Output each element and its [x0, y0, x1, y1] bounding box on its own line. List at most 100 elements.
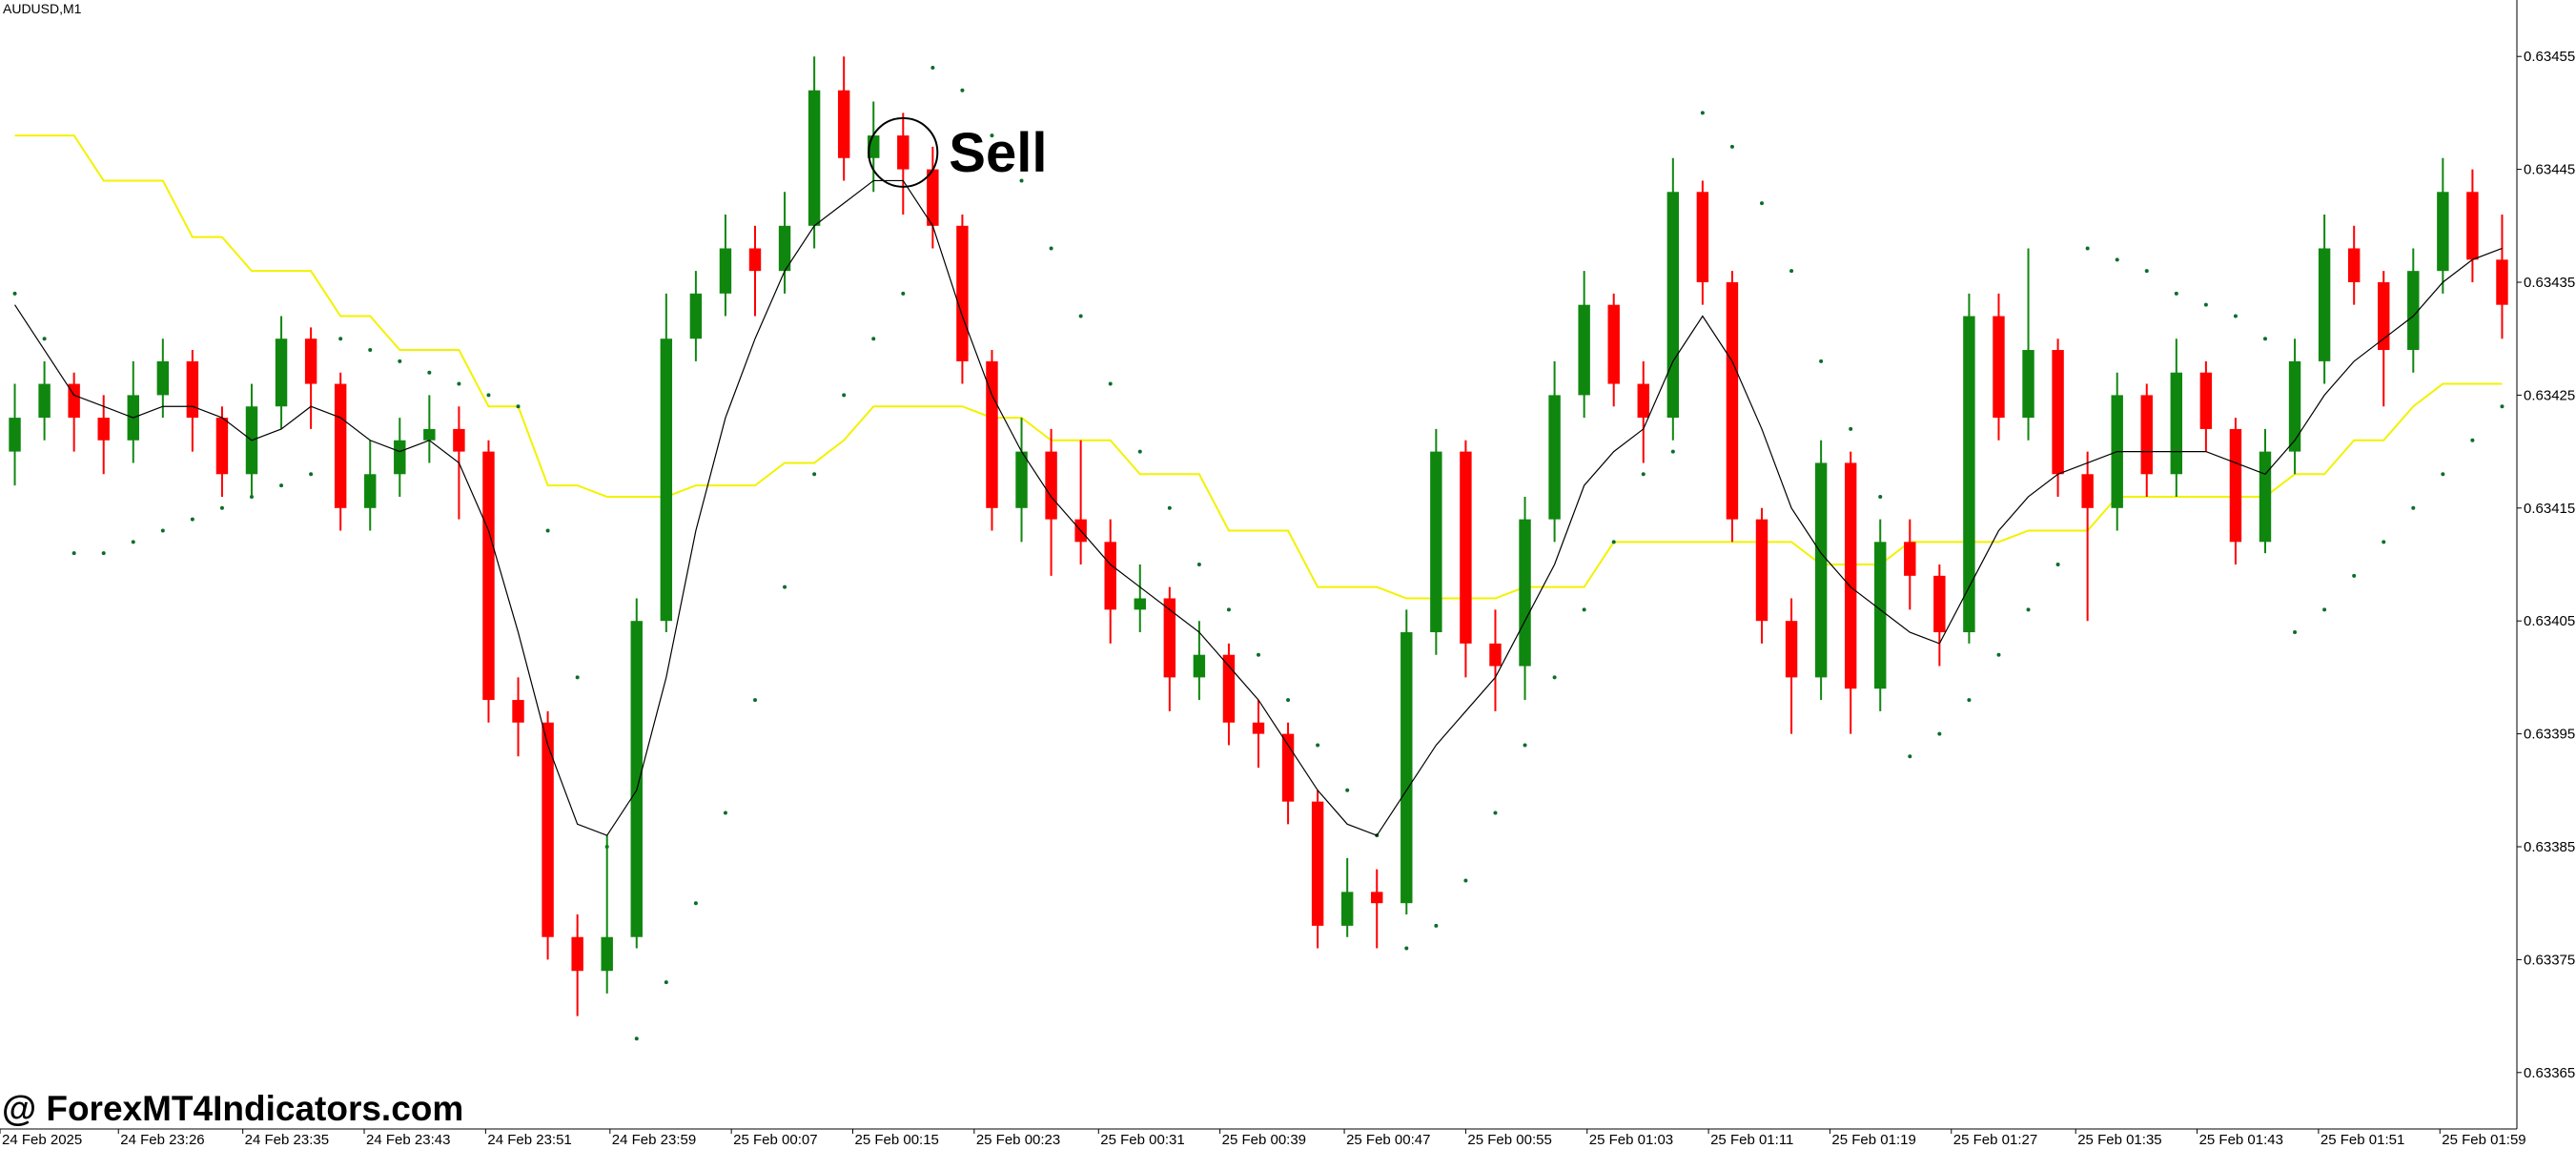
candle-body: [394, 440, 406, 475]
candle-body: [2496, 259, 2508, 305]
signal-label: Sell: [949, 122, 1047, 184]
candle-body: [2052, 350, 2064, 475]
candle-body: [304, 339, 317, 384]
candle-body: [2378, 282, 2390, 351]
sar-dot: [2174, 291, 2178, 296]
sar-dot: [1108, 381, 1113, 386]
x-tick-label: 25 Feb 00:07: [733, 1132, 817, 1148]
sar-dot: [101, 551, 106, 556]
x-tick-label: 24 Feb 23:26: [120, 1132, 204, 1148]
sar-dot: [723, 810, 727, 815]
candle-body: [1460, 451, 1472, 644]
y-tick-label: 0.63445: [2524, 162, 2575, 178]
x-tick-label: 24 Feb 23:51: [487, 1132, 571, 1148]
sar-dot: [338, 337, 343, 341]
x-tick-label: 25 Feb 00:15: [854, 1132, 938, 1148]
x-tick-label: 25 Feb 00:31: [1100, 1132, 1184, 1148]
candle-body: [334, 383, 347, 508]
sar-dot: [219, 505, 224, 510]
sar-dot: [1523, 743, 1527, 748]
candle-body: [571, 936, 583, 972]
candle-body: [1015, 451, 1028, 508]
candle-body: [897, 135, 910, 170]
sar-dot: [427, 370, 432, 375]
candle-body: [719, 248, 732, 294]
candle-body: [156, 360, 170, 396]
candle-body: [1519, 519, 1531, 667]
candle-body: [1371, 892, 1383, 904]
candle-body: [2259, 451, 2272, 543]
x-tick-label: 25 Feb 00:23: [976, 1132, 1060, 1148]
sar-dot: [1434, 923, 1439, 928]
sar-dot: [1937, 731, 1942, 736]
sar-dot: [664, 980, 668, 985]
candle-body: [748, 248, 762, 272]
y-tick-label: 0.63395: [2524, 727, 2575, 743]
x-tick-label: 25 Feb 01:19: [1831, 1132, 1915, 1148]
sar-dot: [842, 393, 847, 398]
y-tick-label: 0.63375: [2524, 952, 2575, 968]
sar-dot: [1729, 144, 1734, 149]
x-tick-label: 25 Feb 00:47: [1346, 1132, 1430, 1148]
candle-body: [1222, 654, 1236, 723]
sar-dot: [2203, 302, 2208, 307]
y-tick-label: 0.63425: [2524, 387, 2575, 403]
sar-dot: [2115, 257, 2119, 262]
candle-body: [837, 90, 850, 158]
x-tick-label: 24 Feb 2025: [2, 1132, 82, 1148]
candle-body: [956, 225, 969, 361]
sar-dot: [1257, 652, 1260, 657]
sar-dot: [2470, 438, 2475, 442]
y-tick-label: 0.63365: [2524, 1065, 2575, 1081]
sar-dot: [1463, 878, 1468, 883]
x-tick-label: 25 Feb 00:39: [1222, 1132, 1306, 1148]
x-tick-label: 25 Feb 01:43: [2199, 1132, 2283, 1148]
x-tick-label: 25 Feb 01:59: [2442, 1132, 2525, 1148]
x-tick-label: 25 Feb 01:27: [1953, 1132, 2037, 1148]
sar-dot: [812, 472, 817, 477]
candle-body: [215, 418, 229, 475]
candle-body: [1874, 542, 1887, 689]
candle-body: [275, 339, 288, 407]
sar-dot: [1493, 810, 1498, 815]
candle-body: [1666, 192, 1680, 419]
sar-dot: [457, 381, 461, 386]
x-tick-label: 25 Feb 01:35: [2077, 1132, 2161, 1148]
sar-dot: [901, 291, 906, 296]
candle-body: [1696, 192, 1709, 282]
candle-body: [1134, 598, 1146, 610]
candle-body: [1548, 395, 1561, 520]
candle-body: [927, 169, 939, 226]
candle-body: [9, 418, 21, 452]
sar-dot: [1345, 788, 1350, 792]
candle-body: [1844, 462, 1857, 689]
candle-body: [512, 700, 524, 723]
sar-dot: [368, 348, 373, 353]
candle-body: [1904, 542, 1916, 576]
sar-dot: [990, 133, 994, 138]
candle-body: [808, 90, 821, 226]
candle-body: [1637, 383, 1649, 419]
trend-line: [14, 134, 2503, 600]
sar-dot: [190, 517, 194, 522]
y-tick-label: 0.63405: [2524, 613, 2575, 629]
sar-dot: [12, 291, 17, 296]
sar-dot: [1226, 607, 1231, 612]
x-tick-label: 25 Feb 01:03: [1589, 1132, 1673, 1148]
sar-dot: [1878, 494, 1883, 499]
sar-dot: [1137, 449, 1142, 454]
candle-body: [1489, 643, 1502, 667]
sar-dot: [2085, 246, 2090, 251]
signal-circle: [868, 116, 939, 188]
sar-dot: [783, 585, 787, 589]
sar-dot: [753, 698, 757, 703]
sar-dot: [1316, 743, 1320, 748]
candle-body: [1755, 519, 1768, 622]
candle-body: [1311, 801, 1324, 926]
sar-dot: [1078, 314, 1083, 318]
candle-body: [2022, 350, 2034, 419]
sar-dot: [1908, 754, 1912, 759]
x-tick-label: 25 Feb 01:11: [1710, 1132, 1793, 1148]
y-tick-label: 0.63455: [2524, 49, 2575, 65]
sar-dot: [1996, 652, 2001, 657]
